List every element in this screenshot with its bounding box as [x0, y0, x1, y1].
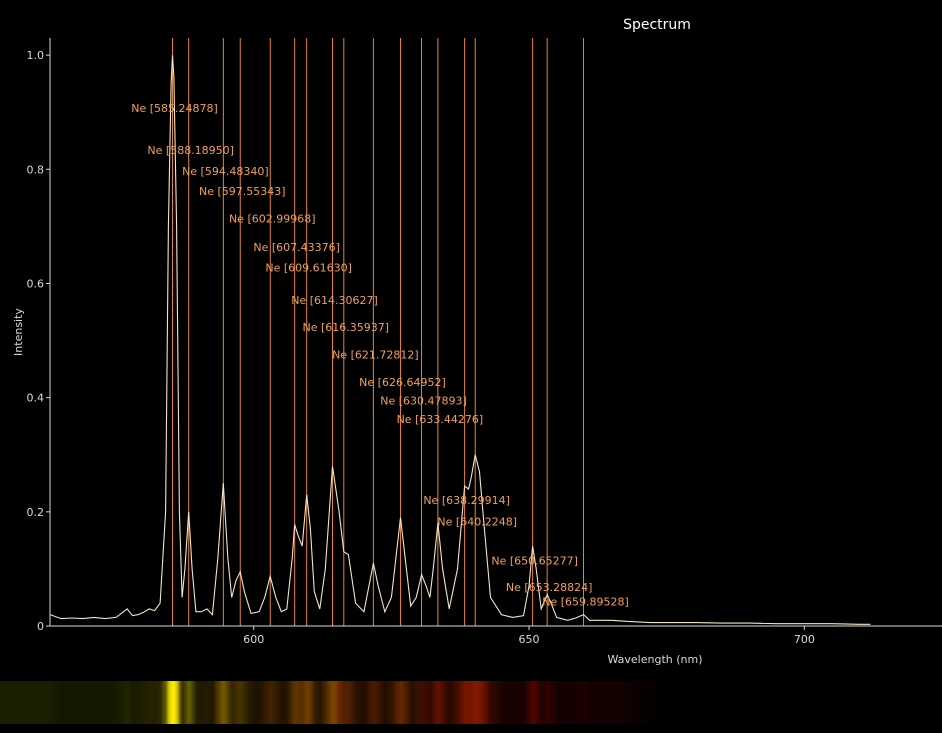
reference-line-label-11: Ne [630.47893] [380, 395, 467, 408]
y-tick-label-0: 0 [37, 620, 44, 633]
reference-line-label-14: Ne [640.2248] [437, 516, 517, 529]
x-tick-label-1: 650 [519, 633, 540, 646]
x-tick-label-2: 700 [794, 633, 815, 646]
reference-line-label-16: Ne [653.28824] [506, 581, 593, 594]
y-tick-label-3: 0.6 [27, 277, 45, 290]
reference-line-label-7: Ne [614.30627] [291, 294, 378, 307]
reference-line-label-15: Ne [650.65277] [491, 554, 578, 567]
spectrum-series [49, 55, 871, 625]
y-axis-title: Intensity [12, 308, 25, 356]
x-tick-label-0: 600 [243, 633, 264, 646]
reference-line-label-1: Ne [588.18950] [147, 144, 234, 157]
reference-line-label-3: Ne [597.55343] [199, 185, 286, 198]
reference-line-label-10: Ne [626.64952] [359, 376, 446, 389]
reference-line-label-5: Ne [607.43376] [253, 241, 340, 254]
reference-line-label-6: Ne [609.61630] [265, 261, 352, 274]
chart-title: Spectrum [623, 17, 691, 33]
y-tick-label-5: 1.0 [27, 49, 45, 62]
spectrum-line [49, 55, 871, 625]
y-tick-label-1: 0.2 [27, 506, 45, 519]
y-tick-label-2: 0.4 [27, 392, 45, 405]
reference-line-label-8: Ne [616.35937] [303, 321, 390, 334]
axes: 0 0.2 0.4 0.6 0.8 1.0 600 650 700 [27, 38, 942, 646]
spectrum-chart: Spectrum Intensity Wavelength (nm) 00.20… [12, 17, 942, 666]
reference-line-label-9: Ne [621.72812] [332, 348, 419, 361]
reference-line-label-2: Ne [594.48340] [182, 165, 269, 178]
spectrum-color-strip [0, 681, 942, 724]
reference-line-label-17: Ne [659.89528] [542, 595, 629, 608]
reference-line-label-0: Ne [585.24878] [131, 102, 218, 115]
reference-line-label-12: Ne [633.44276] [397, 413, 484, 426]
reference-line-label-13: Ne [638.29914] [423, 494, 510, 507]
y-tick-label-4: 0.8 [27, 163, 45, 176]
reference-line-label-4: Ne [602.99968] [229, 212, 316, 225]
reference-line-labels: Ne [585.24878] Ne [588.18950] Ne [594.4834… [131, 102, 629, 608]
x-axis-title: Wavelength (nm) [607, 653, 702, 666]
